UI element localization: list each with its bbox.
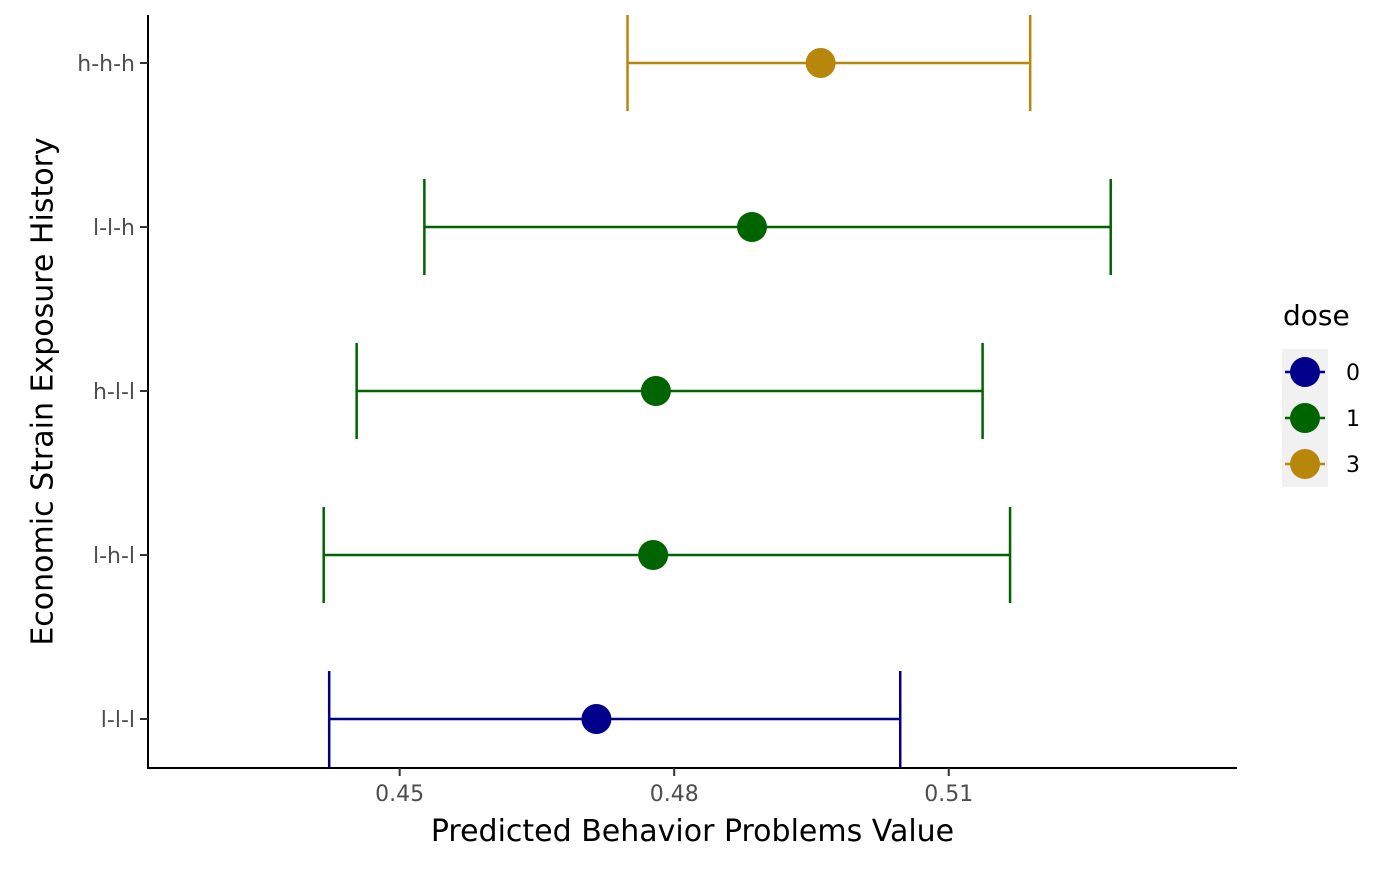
x-ticks: 0.45 0.48 0.51	[375, 768, 973, 807]
x-axis-title: Predicted Behavior Problems Value	[431, 814, 954, 849]
legend-key-point	[1290, 357, 1320, 387]
estimate-point	[736, 212, 767, 242]
y-tick-label: l-h-l	[93, 544, 135, 569]
y-tick-label: l-l-l	[101, 708, 135, 733]
y-tick-label: h-l-l	[93, 380, 135, 405]
estimate-point	[638, 540, 669, 570]
legend-item-0: 0	[1285, 357, 1360, 387]
legend-item-3: 3	[1285, 449, 1360, 479]
estimate-point	[581, 704, 612, 734]
chart-marks	[322, 15, 1112, 767]
error-bar-point-l-l-l	[327, 671, 902, 767]
x-tick-label: 0.51	[924, 782, 973, 807]
y-axis-title: Economic Strain Exposure History	[26, 137, 61, 645]
error-bar-point-h-l-l	[355, 343, 984, 439]
x-tick-label: 0.45	[375, 782, 424, 807]
y-tick-label: l-l-h	[93, 216, 135, 241]
estimate-point	[805, 48, 836, 78]
y-tick-label: h-h-h	[77, 52, 135, 77]
legend-key-point	[1290, 403, 1320, 433]
legend: dose 0 1 3	[1282, 299, 1360, 487]
legend-key-point	[1290, 449, 1320, 479]
legend-item-label: 1	[1346, 407, 1360, 432]
legend-item-1: 1	[1285, 403, 1360, 433]
legend-item-label: 3	[1346, 453, 1360, 478]
error-bar-point-l-l-h	[423, 179, 1112, 275]
x-tick-label: 0.48	[650, 782, 699, 807]
legend-items: 0 1 3	[1285, 357, 1360, 479]
error-bar-point-h-h-h	[626, 15, 1032, 111]
estimate-point	[640, 376, 671, 406]
y-ticks: l-l-l l-h-l h-l-l l-l-h h-h-h	[77, 52, 148, 733]
legend-title: dose	[1283, 299, 1350, 332]
legend-item-label: 0	[1346, 361, 1360, 386]
error-bar-point-l-h-l	[322, 507, 1012, 603]
